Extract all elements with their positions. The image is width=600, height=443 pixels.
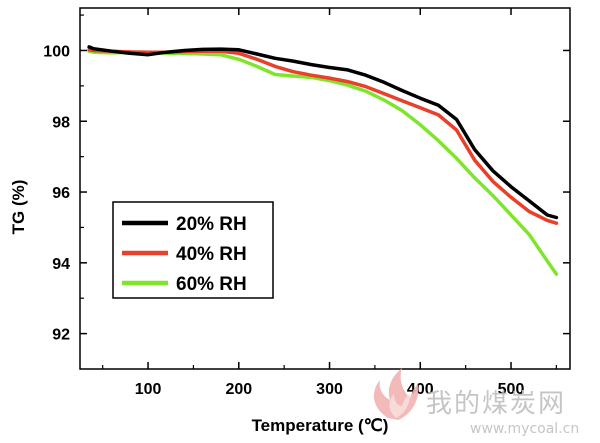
x-axis-label: Temperature (℃) — [252, 416, 389, 435]
series-line-2 — [87, 48, 559, 225]
x-tick-label: 200 — [225, 381, 252, 398]
legend: 20% RH 40% RH 60% RH — [112, 201, 274, 299]
series-lines — [87, 45, 559, 276]
y-tick-label: 98 — [52, 114, 70, 131]
plot-frame — [79, 7, 571, 370]
y-tick-label: 94 — [52, 256, 70, 273]
legend-label: 40% RH — [176, 244, 247, 265]
legend-label: 20% RH — [176, 214, 247, 235]
series-line-1 — [87, 45, 559, 220]
y-tick-label: 96 — [52, 185, 70, 202]
x-tick-label: 500 — [498, 381, 525, 398]
y-axis-label: TG (%) — [9, 180, 28, 235]
x-tick-label: 300 — [316, 381, 343, 398]
legend-label: 60% RH — [176, 274, 247, 295]
watermark-url: www.mycoal.cn — [470, 421, 579, 437]
flame-logo-icon — [373, 368, 419, 420]
x-tick-label: 100 — [135, 381, 162, 398]
axis-ticks — [80, 8, 570, 369]
watermark-brand: 我的煤炭网 — [426, 389, 566, 419]
plot-area — [79, 7, 571, 370]
watermark: 我的煤炭网 www.mycoal.cn — [373, 368, 579, 437]
y-tick-label: 100 — [43, 43, 70, 60]
y-tick-label: 92 — [52, 327, 70, 344]
